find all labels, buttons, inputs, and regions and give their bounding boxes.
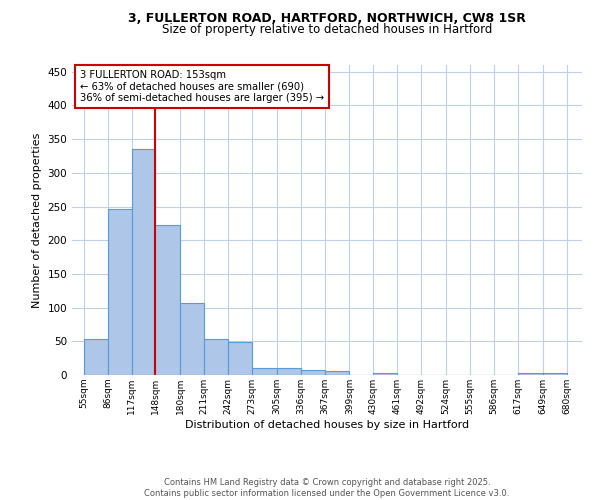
Bar (277, 368, 301, 375)
Bar (131, 148, 155, 375)
Text: 3 FULLERTON ROAD: 153sqm
← 63% of detached houses are smaller (690)
36% of semi-: 3 FULLERTON ROAD: 153sqm ← 63% of detach… (80, 70, 324, 103)
Bar (301, 370, 325, 375)
Bar (373, 373, 397, 375)
Bar (83, 340, 107, 375)
Bar (325, 371, 349, 375)
Bar (204, 340, 228, 375)
Bar (180, 303, 204, 375)
Text: 3, FULLERTON ROAD, HARTFORD, NORTHWICH, CW8 1SR: 3, FULLERTON ROAD, HARTFORD, NORTHWICH, … (128, 12, 526, 26)
X-axis label: Distribution of detached houses by size in Hartford: Distribution of detached houses by size … (185, 420, 469, 430)
Text: Size of property relative to detached houses in Hartford: Size of property relative to detached ho… (162, 22, 492, 36)
Y-axis label: Number of detached properties: Number of detached properties (32, 132, 42, 308)
Bar (542, 373, 566, 375)
Bar (228, 342, 252, 375)
Bar (518, 373, 542, 375)
Text: Contains HM Land Registry data © Crown copyright and database right 2025.
Contai: Contains HM Land Registry data © Crown c… (145, 478, 509, 498)
Bar (252, 368, 277, 375)
Bar (107, 209, 131, 375)
Bar (155, 226, 180, 375)
